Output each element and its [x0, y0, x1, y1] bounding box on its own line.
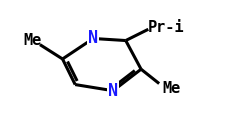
Text: N: N [108, 82, 118, 100]
Text: N: N [88, 30, 98, 47]
Text: Me: Me [24, 33, 42, 48]
Text: Me: Me [163, 81, 181, 96]
Text: Pr-i: Pr-i [148, 20, 185, 35]
